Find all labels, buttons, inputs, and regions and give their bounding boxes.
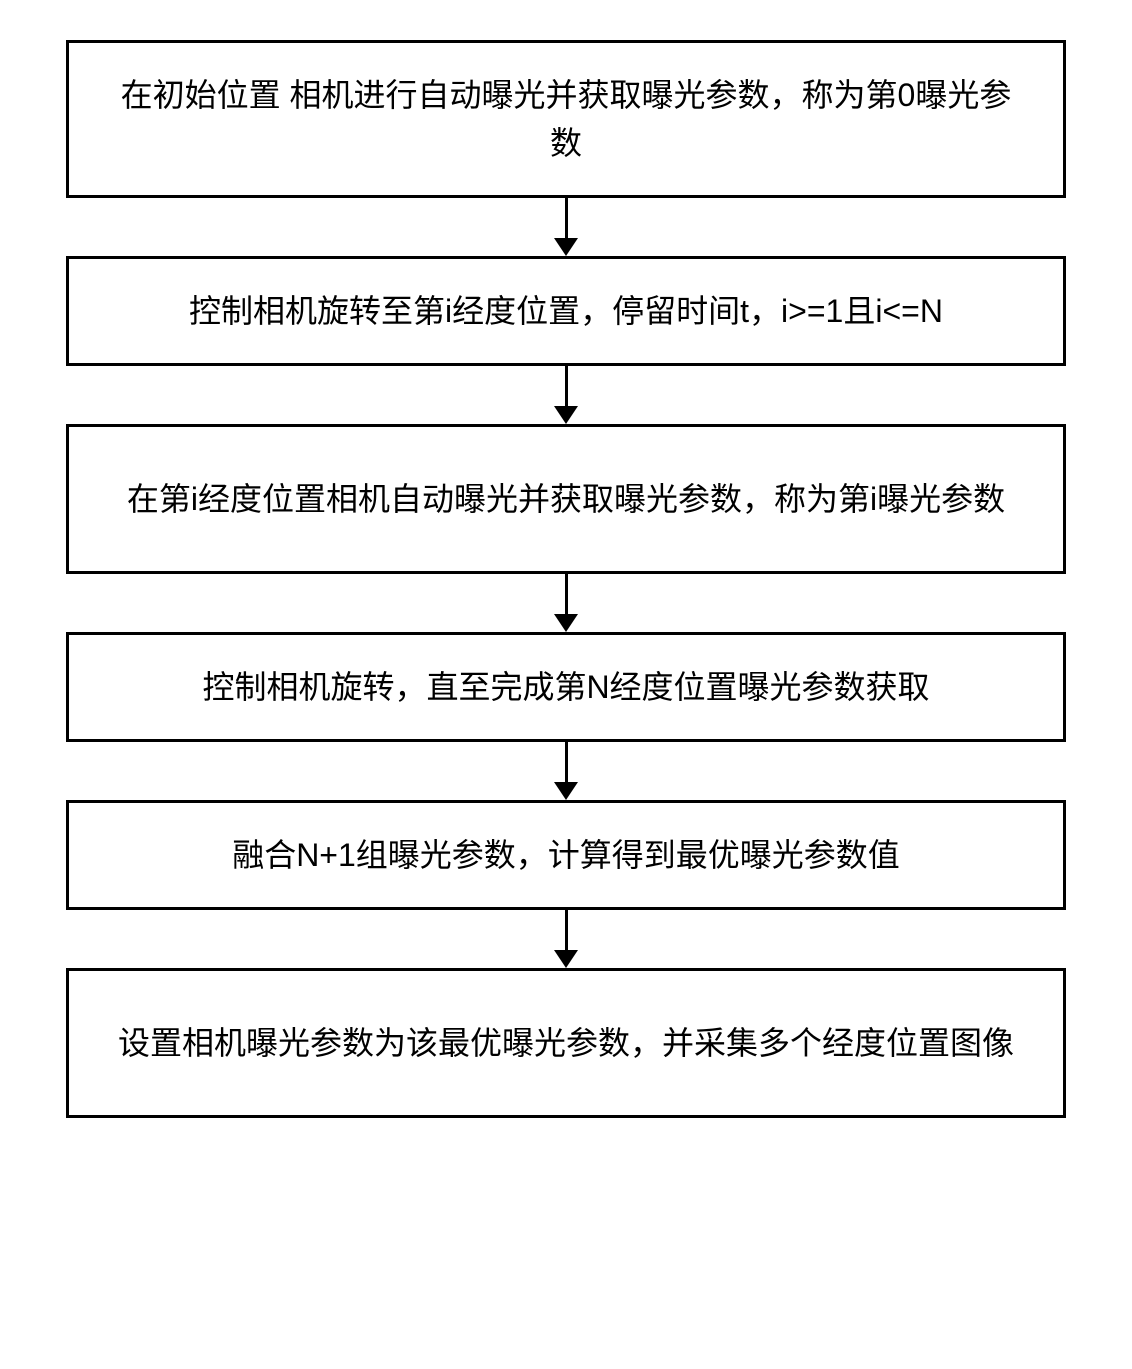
flowchart-container: 在初始位置 相机进行自动曝光并获取曝光参数，称为第0曝光参数 控制相机旋转至第i… — [66, 40, 1066, 1118]
arrow-head-icon — [554, 950, 578, 968]
flowchart-step-2: 在第i经度位置相机自动曝光并获取曝光参数，称为第i曝光参数 — [66, 424, 1066, 574]
flowchart-arrow — [554, 574, 578, 632]
flowchart-step-5: 设置相机曝光参数为该最优曝光参数，并采集多个经度位置图像 — [66, 968, 1066, 1118]
flowchart-arrow — [554, 742, 578, 800]
step-text: 在初始位置 相机进行自动曝光并获取曝光参数，称为第0曝光参数 — [109, 71, 1023, 167]
arrow-line — [565, 198, 568, 238]
step-text: 控制相机旋转，直至完成第N经度位置曝光参数获取 — [202, 663, 929, 711]
step-text: 设置相机曝光参数为该最优曝光参数，并采集多个经度位置图像 — [118, 1019, 1014, 1067]
arrow-head-icon — [554, 238, 578, 256]
arrow-head-icon — [554, 614, 578, 632]
flowchart-step-0: 在初始位置 相机进行自动曝光并获取曝光参数，称为第0曝光参数 — [66, 40, 1066, 198]
flowchart-arrow — [554, 198, 578, 256]
arrow-line — [565, 574, 568, 614]
arrow-line — [565, 910, 568, 950]
step-text: 融合N+1组曝光参数，计算得到最优曝光参数值 — [232, 831, 900, 879]
arrow-line — [565, 742, 568, 782]
flowchart-arrow — [554, 366, 578, 424]
arrow-line — [565, 366, 568, 406]
flowchart-arrow — [554, 910, 578, 968]
step-text: 控制相机旋转至第i经度位置，停留时间t，i>=1且i<=N — [189, 287, 943, 335]
flowchart-step-4: 融合N+1组曝光参数，计算得到最优曝光参数值 — [66, 800, 1066, 910]
flowchart-step-1: 控制相机旋转至第i经度位置，停留时间t，i>=1且i<=N — [66, 256, 1066, 366]
step-text: 在第i经度位置相机自动曝光并获取曝光参数，称为第i曝光参数 — [127, 475, 1005, 523]
arrow-head-icon — [554, 782, 578, 800]
arrow-head-icon — [554, 406, 578, 424]
flowchart-step-3: 控制相机旋转，直至完成第N经度位置曝光参数获取 — [66, 632, 1066, 742]
